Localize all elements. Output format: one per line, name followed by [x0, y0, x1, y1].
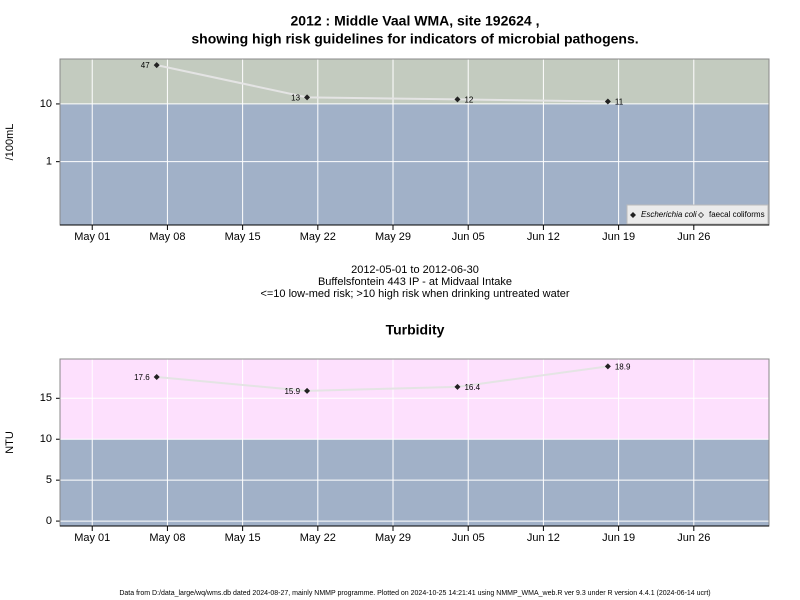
high-risk-band	[60, 359, 769, 440]
x-tick-label: May 15	[225, 231, 261, 243]
x-tick-label: Jun 05	[452, 532, 485, 544]
series-line	[156, 64, 608, 103]
data-label: 12	[464, 95, 473, 104]
y-tick-label: 10	[40, 433, 52, 445]
x-tick-label: May 08	[149, 532, 185, 544]
x-tick-label: May 22	[300, 532, 336, 544]
data-point	[153, 374, 160, 381]
legend-box	[626, 204, 769, 225]
high-risk-band	[60, 59, 769, 104]
y-tick-label: 5	[46, 474, 52, 486]
y-tick-label: 0	[46, 515, 52, 527]
legend-symbol	[698, 212, 704, 218]
title-line: showing high risk guidelines for indicat…	[191, 31, 638, 47]
data-label: 15.9	[284, 387, 300, 396]
title-line: 2012 : Middle Vaal WMA, site 192624 ,	[291, 13, 540, 29]
data-label: 17.6	[134, 373, 150, 382]
y-axis-label: NTU	[4, 431, 16, 454]
legend: Escherichia coli faecal coliforms	[626, 204, 769, 225]
legend-label: faecal coliforms	[709, 210, 765, 219]
x-tick-label: May 29	[375, 532, 411, 544]
data-label: 18.9	[615, 362, 631, 371]
caption-line: 2012-05-01 to 2012-06-30	[351, 264, 479, 276]
data-label: 16.4	[464, 383, 480, 392]
series-line	[156, 365, 608, 392]
x-tick-label: Jun 19	[602, 231, 635, 243]
y-axis-label: /100mL	[4, 124, 16, 161]
x-tick-label: May 01	[74, 532, 110, 544]
x-tick-label: Jun 26	[677, 532, 710, 544]
data-point	[304, 94, 311, 101]
data-label: 13	[291, 93, 300, 102]
chart-title: Turbidity	[386, 322, 445, 338]
footer: Data from D:/data_large/wq/wms.db dated …	[119, 590, 710, 597]
x-tick-label: Jun 26	[677, 231, 710, 243]
x-tick-label: Jun 19	[602, 532, 635, 544]
x-tick-label: Jun 05	[452, 231, 485, 243]
x-tick-label: Jun 12	[527, 231, 560, 243]
data-point	[604, 98, 611, 105]
y-tick-label: 1	[46, 156, 52, 168]
x-tick-label: May 15	[225, 532, 261, 544]
legend-label: Escherichia coli	[641, 210, 697, 219]
x-tick-label: May 01	[74, 231, 110, 243]
x-tick-label: Jun 12	[527, 532, 560, 544]
x-tick-label: May 29	[375, 231, 411, 243]
data-point	[454, 383, 461, 390]
data-point	[153, 62, 160, 69]
x-tick-label: May 22	[300, 231, 336, 243]
data-label: 47	[141, 61, 150, 70]
caption-line: Buffelsfontein 443 IP - at Midvaal Intak…	[318, 276, 512, 288]
data-point	[604, 363, 611, 370]
caption-line: <=10 low-med risk; >10 high risk when dr…	[260, 288, 569, 300]
legend-symbol	[630, 212, 636, 218]
data-label: 11	[615, 98, 624, 107]
y-tick-label: 15	[40, 392, 52, 404]
data-point	[304, 387, 311, 394]
y-tick-label: 10	[40, 98, 52, 110]
x-tick-label: May 08	[149, 231, 185, 243]
low-risk-band	[60, 439, 769, 526]
data-point	[454, 96, 461, 103]
